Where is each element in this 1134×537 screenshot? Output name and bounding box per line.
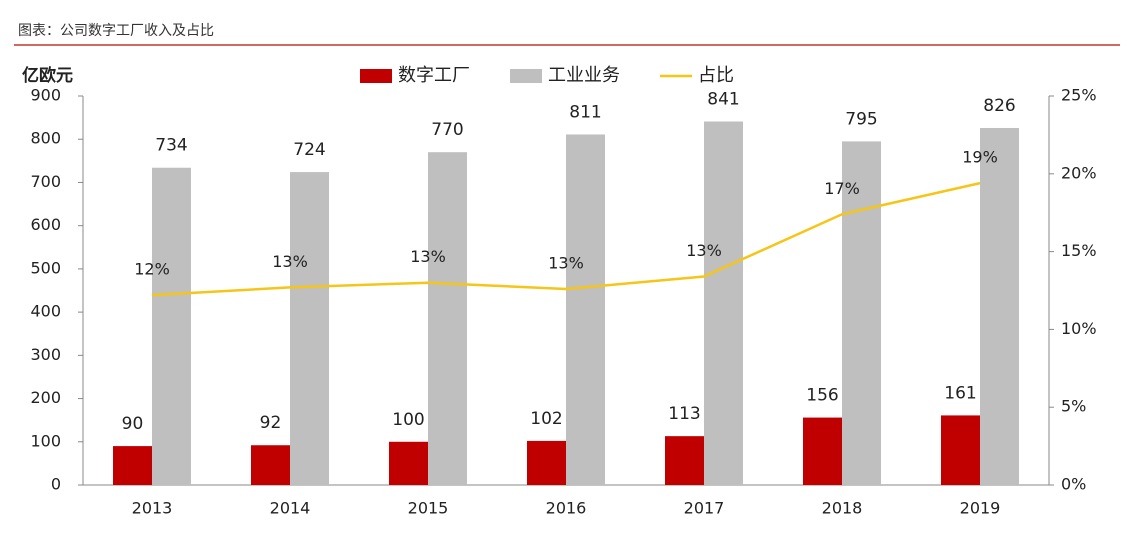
y-tick-label: 200 xyxy=(30,388,61,407)
bar-value-label: 770 xyxy=(431,120,463,140)
line-value-label: 12% xyxy=(134,260,170,279)
x-tick-label: 2018 xyxy=(822,499,863,518)
bar-value-label: 724 xyxy=(293,140,325,160)
y-tick-label: 900 xyxy=(30,86,61,105)
y-tick-label: 700 xyxy=(30,172,61,191)
x-tick-label: 2014 xyxy=(270,499,311,518)
bar xyxy=(152,167,191,485)
x-tick-label: 2016 xyxy=(546,499,587,518)
bar-value-label: 734 xyxy=(155,136,187,156)
legend-label: 数字工厂 xyxy=(398,65,470,86)
bar-value-label: 113 xyxy=(668,404,700,424)
bar xyxy=(842,141,881,485)
y2-tick-label: 20% xyxy=(1061,163,1097,182)
chart-title: 图表：公司数字工厂收入及占比 xyxy=(18,23,214,39)
bar-value-label: 811 xyxy=(569,102,601,122)
y-axis-label: 亿欧元 xyxy=(22,65,73,86)
bar-value-label: 826 xyxy=(983,96,1015,116)
y-tick-label: 500 xyxy=(30,258,61,277)
bar xyxy=(980,127,1019,486)
y2-tick-label: 15% xyxy=(1061,241,1097,260)
y2-tick-label: 10% xyxy=(1061,319,1097,338)
line xyxy=(151,181,981,297)
legend-swatch xyxy=(510,69,542,83)
bar-value-label: 795 xyxy=(845,109,877,129)
line-value-label: 13% xyxy=(272,252,308,271)
y-tick-label: 100 xyxy=(30,431,61,450)
line-value-label: 19% xyxy=(962,148,998,167)
bar-value-label: 161 xyxy=(944,383,976,403)
bar-value-label: 156 xyxy=(806,386,838,406)
x-tick-label: 2013 xyxy=(132,499,173,518)
line-value-label: 13% xyxy=(548,253,584,272)
y-tick-label: 400 xyxy=(30,302,61,321)
bar xyxy=(389,441,428,485)
bar-value-label: 92 xyxy=(260,413,282,433)
bar xyxy=(113,446,152,485)
legend-label: 占比 xyxy=(698,65,734,86)
bar xyxy=(527,440,566,485)
bar-value-label: 100 xyxy=(392,410,424,430)
y2-tick-label: 0% xyxy=(1061,475,1086,494)
bar xyxy=(665,436,704,485)
x-tick-label: 2015 xyxy=(408,499,449,518)
line-value-label: 17% xyxy=(824,179,860,198)
bar xyxy=(251,445,290,485)
y-tick-label: 300 xyxy=(30,345,61,364)
bar xyxy=(704,121,743,486)
y2-tick-label: 5% xyxy=(1061,397,1086,416)
bar-value-label: 841 xyxy=(707,90,739,110)
y-tick-label: 0 xyxy=(51,475,61,494)
line-value-label: 13% xyxy=(686,241,722,260)
y-tick-label: 600 xyxy=(30,215,61,234)
x-tick-label: 2017 xyxy=(684,499,725,518)
bar-value-label: 90 xyxy=(122,414,144,434)
bar xyxy=(428,152,467,485)
y2-tick-label: 25% xyxy=(1061,86,1097,105)
legend-label: 工业业务 xyxy=(548,65,620,86)
bar-value-label: 102 xyxy=(530,409,562,429)
bar xyxy=(941,415,980,485)
bar xyxy=(803,417,842,485)
bar xyxy=(290,172,329,485)
line-value-label: 13% xyxy=(410,247,446,266)
legend-swatch xyxy=(360,69,392,83)
y-tick-label: 800 xyxy=(30,129,61,148)
x-tick-label: 2019 xyxy=(960,499,1001,518)
bar xyxy=(566,134,605,485)
